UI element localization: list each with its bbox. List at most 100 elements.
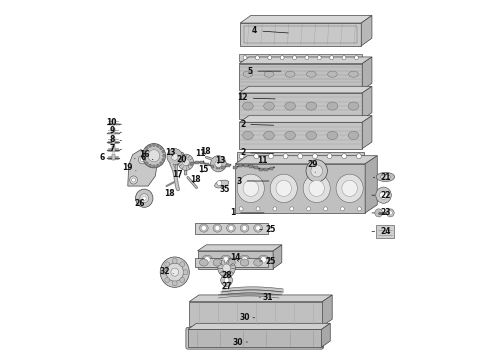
Text: 28: 28 [221, 271, 232, 280]
Circle shape [211, 156, 226, 172]
Text: 27: 27 [221, 282, 232, 291]
Circle shape [152, 165, 155, 168]
Text: 11: 11 [195, 149, 206, 162]
Text: 25: 25 [260, 257, 275, 266]
Bar [244, 164, 247, 167]
Polygon shape [365, 156, 377, 213]
Circle shape [307, 207, 311, 211]
Circle shape [336, 174, 363, 203]
Text: 4: 4 [252, 26, 288, 35]
Bar [195, 161, 199, 164]
Circle shape [165, 262, 170, 267]
Circle shape [376, 187, 392, 203]
Circle shape [172, 258, 177, 264]
Polygon shape [239, 93, 362, 119]
Ellipse shape [202, 255, 213, 264]
Circle shape [145, 147, 148, 150]
Circle shape [342, 180, 357, 197]
Circle shape [298, 154, 303, 159]
Circle shape [268, 56, 271, 60]
Circle shape [162, 158, 165, 161]
Ellipse shape [243, 102, 253, 110]
Polygon shape [188, 323, 330, 329]
Circle shape [148, 164, 151, 167]
Circle shape [223, 257, 229, 263]
Circle shape [215, 226, 220, 231]
Polygon shape [240, 15, 372, 23]
Bar [249, 165, 253, 168]
Circle shape [387, 209, 394, 217]
Text: 18: 18 [165, 189, 175, 198]
Circle shape [165, 278, 170, 283]
Text: 10: 10 [106, 118, 122, 127]
Circle shape [142, 196, 146, 200]
Ellipse shape [258, 255, 269, 264]
Circle shape [380, 191, 388, 199]
Ellipse shape [327, 71, 337, 77]
Text: 21: 21 [373, 173, 391, 182]
Ellipse shape [243, 131, 253, 139]
Circle shape [293, 56, 296, 60]
Text: 23: 23 [372, 208, 391, 217]
Ellipse shape [306, 71, 316, 77]
Circle shape [162, 150, 165, 153]
Text: 1: 1 [230, 208, 264, 217]
Circle shape [228, 226, 233, 231]
Bar [112, 119, 115, 125]
Bar [226, 164, 230, 167]
Polygon shape [239, 116, 372, 122]
Bar [237, 152, 364, 161]
Ellipse shape [240, 259, 249, 266]
Circle shape [130, 176, 138, 184]
Ellipse shape [226, 259, 235, 266]
Ellipse shape [306, 102, 317, 110]
Text: 25: 25 [260, 225, 275, 234]
Circle shape [342, 154, 346, 159]
Circle shape [142, 154, 145, 157]
Ellipse shape [264, 131, 274, 139]
Polygon shape [239, 57, 372, 63]
Polygon shape [235, 164, 365, 213]
Text: 26: 26 [135, 199, 145, 208]
Ellipse shape [226, 224, 235, 232]
Bar [112, 129, 115, 134]
Ellipse shape [327, 131, 338, 139]
Polygon shape [362, 116, 372, 149]
Ellipse shape [380, 175, 391, 179]
Polygon shape [239, 63, 362, 90]
Text: 31: 31 [260, 293, 273, 302]
Polygon shape [175, 152, 187, 175]
Bar [195, 222, 268, 234]
Ellipse shape [243, 71, 253, 77]
Circle shape [166, 263, 183, 281]
Text: 3: 3 [237, 176, 269, 185]
Circle shape [167, 149, 182, 165]
Ellipse shape [327, 102, 338, 110]
Circle shape [256, 226, 261, 231]
FancyBboxPatch shape [186, 327, 323, 349]
Circle shape [254, 154, 259, 159]
Polygon shape [321, 323, 330, 347]
Circle shape [183, 270, 188, 275]
Circle shape [261, 257, 267, 263]
Circle shape [303, 174, 330, 203]
Text: 18: 18 [200, 147, 211, 156]
Circle shape [163, 154, 166, 157]
Circle shape [218, 259, 235, 277]
Text: 17: 17 [172, 170, 182, 179]
Ellipse shape [199, 224, 208, 232]
Circle shape [180, 278, 185, 283]
Polygon shape [361, 15, 372, 46]
Text: 9: 9 [109, 126, 122, 135]
Bar [185, 163, 189, 166]
Circle shape [156, 164, 159, 167]
Text: 35: 35 [220, 185, 230, 194]
Ellipse shape [213, 224, 222, 232]
Circle shape [237, 174, 265, 203]
Ellipse shape [376, 172, 394, 181]
Circle shape [143, 158, 146, 161]
Ellipse shape [213, 259, 222, 266]
Text: 15: 15 [198, 165, 209, 174]
Circle shape [145, 162, 148, 165]
Circle shape [283, 154, 288, 159]
